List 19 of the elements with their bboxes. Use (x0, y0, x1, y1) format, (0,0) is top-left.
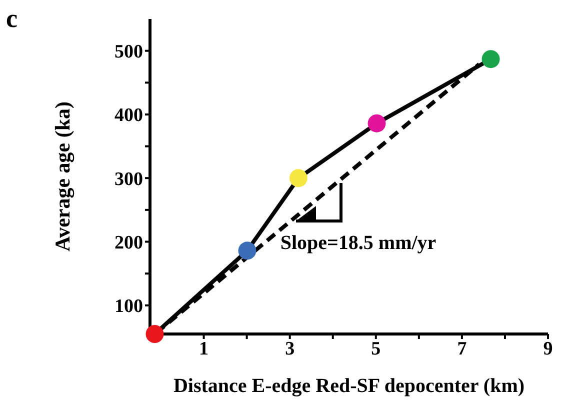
y-tick-label: 500 (114, 42, 143, 63)
x-tick-label: 5 (371, 338, 381, 360)
y-tick-label: 400 (114, 105, 143, 126)
x-tick-label: 1 (199, 338, 209, 360)
y-tick-label: 300 (114, 168, 143, 190)
y-axis-title: Average age (ka) (50, 101, 74, 252)
point (482, 50, 500, 68)
x-tick-label: 9 (543, 338, 553, 360)
annotation: Slope=18.5 mm/yr (280, 232, 436, 255)
x-tick-label: 3 (285, 338, 295, 360)
x-axis-title: Distance E-edge Red-SF depocenter (km) (173, 375, 525, 397)
point (289, 169, 308, 188)
y-tick-label: 200 (114, 232, 143, 254)
text: c (6, 4, 18, 34)
point (238, 242, 256, 260)
x-tick-label: 7 (457, 338, 468, 360)
y-tick-label: 100 (114, 296, 143, 318)
point (368, 114, 386, 132)
point (146, 325, 164, 343)
